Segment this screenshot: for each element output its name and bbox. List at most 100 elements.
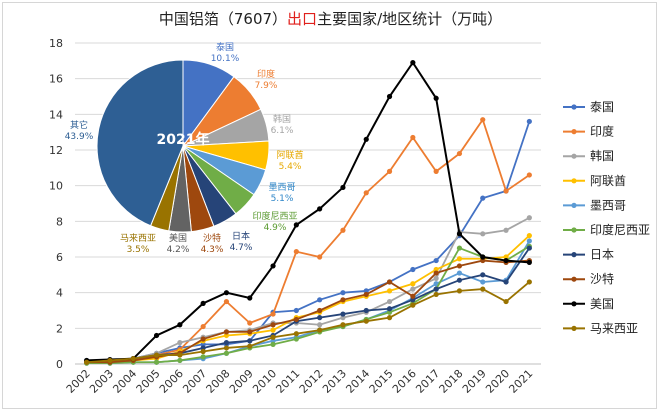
series-line (86, 245, 530, 365)
data-point (480, 257, 486, 264)
data-point (293, 331, 299, 337)
data-point (270, 327, 276, 333)
x-tick-label: 2021 (506, 367, 535, 396)
data-point (270, 338, 276, 344)
data-point (526, 233, 532, 239)
data-point (386, 309, 393, 315)
data-point (340, 315, 346, 321)
data-point (340, 184, 346, 191)
data-point (363, 307, 369, 314)
data-point (223, 290, 230, 296)
pie-slice-name: 印度尼西亚 (252, 210, 297, 222)
data-point (503, 298, 509, 305)
data-point (340, 322, 346, 328)
legend-marker (571, 325, 577, 331)
y-tick-label: 18 (49, 37, 63, 50)
data-point (386, 298, 393, 305)
legend-item: 马来西亚 (563, 321, 638, 335)
pie-slice-pct: 5.1% (271, 194, 294, 204)
data-point (410, 293, 416, 299)
legend-label: 墨西哥 (590, 198, 626, 212)
data-point (200, 345, 206, 351)
pie-chart: 泰国10.1%印度7.9%韩国6.1%阿联酋5.4%墨西哥5.1%印度尼西亚4.… (65, 41, 304, 255)
data-point (317, 206, 323, 212)
legend-marker (571, 104, 577, 110)
data-point (480, 254, 486, 260)
data-point (503, 257, 509, 264)
data-point (270, 334, 276, 340)
data-point (270, 311, 276, 317)
data-point (223, 329, 230, 335)
legend-marker (571, 227, 577, 233)
pie-slice-pct: 6.1% (271, 126, 294, 136)
y-axis-ticks: 0 2 4 6 8 10 12 14 16 18 (49, 37, 63, 371)
data-point (526, 238, 532, 244)
legend-label: 韩国 (590, 148, 614, 163)
legend-item: 阿联酋 (563, 173, 626, 188)
x-tick-label: 2005 (134, 367, 163, 396)
data-point (433, 291, 439, 298)
data-point (317, 307, 323, 314)
data-point (363, 136, 369, 142)
series-line (86, 259, 530, 364)
data-point (270, 341, 276, 347)
y-tick-label: 6 (56, 251, 63, 264)
data-point (433, 168, 439, 174)
x-tick-label: 2011 (273, 367, 302, 396)
title-highlight: 出口 (287, 10, 318, 28)
x-tick-label: 2006 (157, 367, 186, 396)
x-tick-label: 2017 (413, 367, 442, 396)
data-point (177, 352, 183, 358)
x-tick-label: 2002 (64, 367, 93, 396)
data-point (317, 254, 323, 260)
legend-marker (571, 129, 577, 135)
pie-slice-pct: 5.4% (279, 162, 302, 172)
x-tick-label: 2018 (437, 367, 466, 396)
data-point (386, 288, 393, 294)
data-point (153, 359, 160, 365)
data-point (247, 343, 253, 349)
series-line (86, 281, 530, 364)
data-point (503, 279, 509, 285)
pie-slice-name: 墨西哥 (268, 182, 295, 193)
chart-title: 中国铝箔（7607）出口主要国家/地区统计（万吨） (0, 8, 661, 29)
x-tick-label: 2010 (250, 367, 279, 396)
data-point (480, 279, 486, 285)
data-point (177, 340, 183, 346)
data-point (456, 231, 463, 237)
data-point (293, 307, 299, 314)
x-tick-label: 2015 (367, 367, 396, 396)
data-point (130, 356, 136, 362)
data-point (223, 340, 230, 346)
series-3 (84, 233, 532, 365)
data-point (293, 249, 299, 255)
data-point (480, 272, 486, 278)
data-point (433, 257, 439, 264)
data-point (107, 357, 113, 364)
data-point (363, 288, 369, 294)
legend-label: 马来西亚 (590, 321, 638, 335)
data-point (317, 315, 323, 321)
y-tick-label: 10 (49, 180, 63, 193)
data-point (503, 227, 509, 233)
data-point (386, 279, 393, 285)
pie-slice-pct: 4.9% (264, 223, 287, 233)
data-point (526, 245, 532, 251)
pie-slice-name: 马来西亚 (120, 233, 156, 244)
data-point (480, 286, 486, 292)
pie-slice-pct: 4.3% (201, 245, 224, 255)
data-point (200, 348, 206, 355)
pie-slice-name: 印度 (257, 68, 275, 80)
y-tick-label: 2 (56, 322, 63, 335)
x-tick-label: 2020 (483, 367, 512, 396)
data-point (223, 298, 230, 305)
data-point (410, 60, 416, 66)
series-9 (84, 279, 532, 365)
data-point (456, 263, 463, 269)
legend-marker (571, 153, 577, 159)
legend-label: 印度尼西亚 (590, 222, 650, 237)
data-point (223, 350, 230, 356)
data-point (247, 338, 253, 344)
x-tick-label: 2009 (227, 367, 256, 396)
data-point (200, 323, 206, 330)
